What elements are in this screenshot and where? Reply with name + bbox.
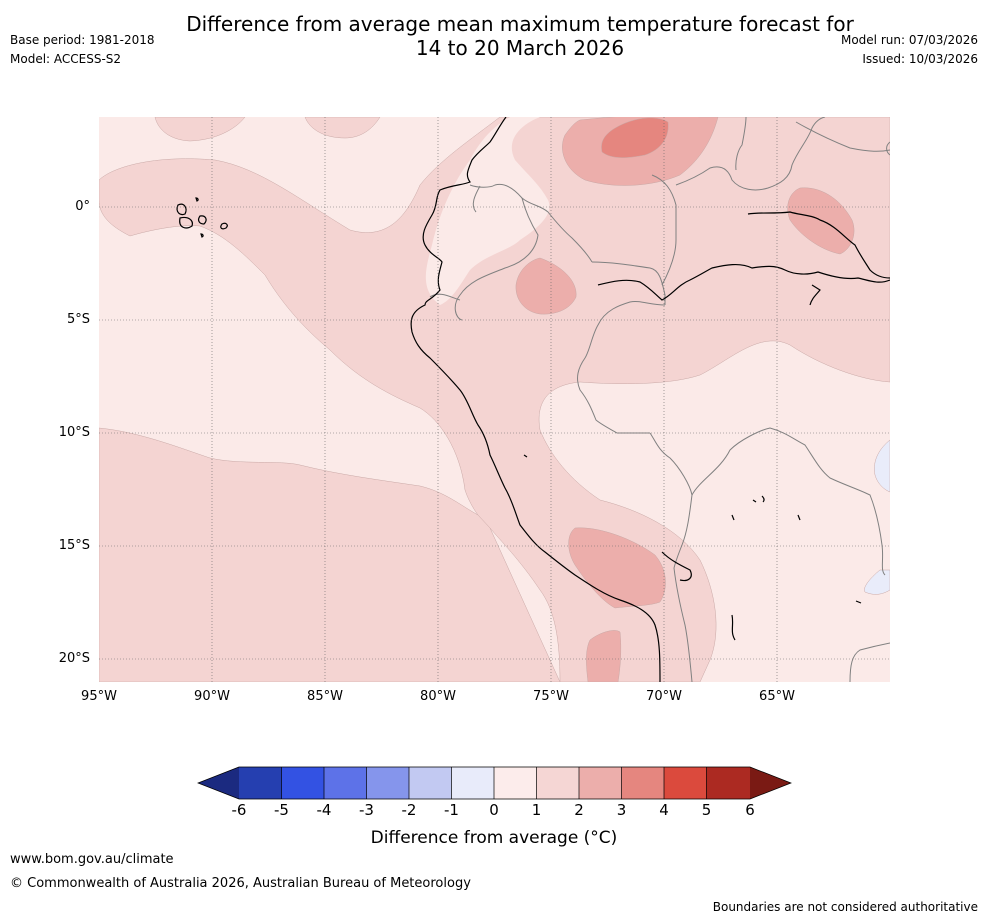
anomaly-1-2-region-south	[99, 427, 561, 682]
anomaly-0-1-coastal-strip	[425, 117, 550, 305]
colorbar-swatch	[409, 767, 452, 799]
anomaly-neg0-1-blob-east	[874, 439, 890, 493]
colorbar-extend-high	[750, 767, 791, 799]
colorbar-swatch	[366, 767, 409, 799]
lon-label: 90°W	[194, 689, 230, 704]
anomaly-2-3-blob-south	[568, 527, 666, 609]
colorbar-tick: -4	[316, 801, 332, 819]
model-run: Model run: 07/03/2026	[840, 33, 978, 47]
colorbar-swatch	[494, 767, 537, 799]
anomaly-1-2-blob-top-left	[154, 117, 246, 142]
colorbar-swatch	[579, 767, 622, 799]
lat-label: 0°	[75, 199, 90, 214]
colorbar-swatch	[664, 767, 707, 799]
colorbar-tick: -6	[231, 801, 247, 819]
colorbar-tick: -1	[444, 801, 459, 819]
colorbar-tick: 1	[531, 801, 542, 819]
colorbar-title: Difference from average (°C)	[370, 828, 618, 848]
issued-date: Issued: 10/03/2026	[862, 52, 978, 66]
anomaly-3-4-blob	[601, 117, 669, 158]
graticule	[99, 117, 890, 682]
anomaly-neg0-1-blob-southeast	[864, 569, 890, 595]
colorbar-swatch	[281, 767, 324, 799]
colorbar-swatch	[706, 767, 750, 799]
lon-label: 75°W	[533, 689, 569, 704]
disclaimer: Boundaries are not considered authoritat…	[712, 900, 978, 914]
chart-title: Difference from average mean maximum tem…	[120, 12, 920, 60]
colorbar-tick: 0	[489, 801, 499, 819]
colorbar-swatch	[239, 767, 282, 799]
colorbar	[197, 766, 792, 800]
coastlines	[176, 117, 890, 682]
copyright: © Commonwealth of Australia 2026, Austra…	[10, 876, 471, 891]
colorbar-swatch	[324, 767, 367, 799]
colorbar-tick: 6	[745, 801, 755, 819]
colorbar-tick: 4	[659, 801, 669, 819]
anomaly-1-2-region-north	[99, 117, 890, 682]
colorbar-swatch	[621, 767, 664, 799]
title-line-1: Difference from average mean maximum tem…	[186, 12, 854, 36]
colorbar-tick: -3	[359, 801, 374, 819]
anomaly-2-3-blob-bottom	[586, 630, 622, 682]
base-period: Base period: 1981-2018	[10, 33, 155, 47]
colorbar-extend-low	[198, 767, 239, 799]
lat-label: 10°S	[58, 425, 90, 440]
anomaly-2-3-blob-center	[515, 257, 577, 315]
colorbar-tick: -2	[401, 801, 417, 819]
lat-label: 20°S	[58, 651, 90, 666]
colorbar-swatch	[451, 767, 494, 799]
lon-label: 70°W	[646, 689, 682, 704]
lat-label: 5°S	[66, 312, 90, 327]
colorbar-tick: 2	[574, 801, 584, 819]
country-borders	[429, 117, 890, 682]
lon-label: 80°W	[420, 689, 456, 704]
lon-label: 95°W	[81, 689, 117, 704]
lon-label: 85°W	[307, 689, 343, 704]
lat-label: 15°S	[58, 538, 90, 553]
title-line-2: 14 to 20 March 2026	[415, 36, 625, 60]
anomaly-1-2-blob-top-mid	[304, 117, 381, 139]
colorbar-tick: 5	[701, 801, 712, 819]
colorbar-swatch	[536, 767, 579, 799]
colorbar-tick: 3	[616, 801, 627, 819]
model-name: Model: ACCESS-S2	[10, 52, 122, 66]
website-link[interactable]: www.bom.gov.au/climate	[10, 852, 174, 867]
colorbar-tick: -5	[274, 801, 289, 819]
lon-label: 65°W	[759, 689, 795, 704]
